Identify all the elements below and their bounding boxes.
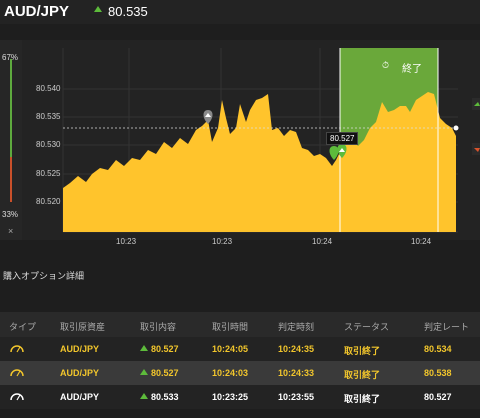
current-price: 80.535 bbox=[108, 4, 148, 19]
col-status: ステータス bbox=[344, 322, 390, 332]
col-content: 取引内容 bbox=[140, 322, 177, 332]
cell-content: 80.527 bbox=[140, 368, 179, 378]
cell-status: 取引終了 bbox=[344, 346, 381, 356]
col-judge: 判定時刻 bbox=[278, 322, 315, 332]
cell-content: 80.527 bbox=[140, 344, 179, 354]
asset-pair-title[interactable]: AUD/JPY bbox=[4, 3, 70, 20]
section-title: 購入オプション詳細 bbox=[3, 271, 85, 281]
col-asset: 取引原資産 bbox=[60, 322, 106, 332]
cell-time: 10:24:03 bbox=[212, 368, 249, 378]
sell-percentage: 33% bbox=[2, 210, 19, 219]
table-row[interactable]: AUD/JPY 80.533 10:23:25 10:23:55 取引終了 80… bbox=[0, 385, 480, 409]
cell-judge: 10:24:35 bbox=[278, 344, 315, 354]
x-tick: 10:24 bbox=[312, 237, 333, 246]
trade-marker-gray bbox=[203, 110, 213, 124]
gauge-icon bbox=[10, 369, 24, 377]
y-tick: 80.540 bbox=[36, 84, 61, 93]
price-area bbox=[63, 92, 456, 232]
cell-asset: AUD/JPY bbox=[60, 368, 100, 378]
cell-rate: 80.534 bbox=[424, 344, 452, 354]
y-tick: 80.535 bbox=[36, 112, 61, 121]
close-icon[interactable]: × bbox=[8, 226, 14, 236]
cell-time: 10:23:25 bbox=[212, 392, 249, 402]
col-time: 取引時間 bbox=[212, 322, 249, 332]
top-bar: AUD/JPY 80.535 bbox=[0, 0, 480, 24]
col-type: タイプ bbox=[9, 322, 37, 332]
trade-marker-green bbox=[329, 144, 347, 160]
current-price-dot bbox=[453, 125, 459, 131]
x-tick: 10:23 bbox=[116, 237, 137, 246]
x-tick: 10:23 bbox=[212, 237, 233, 246]
cell-content: 80.533 bbox=[140, 392, 179, 402]
entry-price-callout: 80.527 bbox=[326, 132, 359, 145]
timer-icon: ⏱ bbox=[382, 60, 390, 70]
cell-asset: AUD/JPY bbox=[60, 344, 100, 354]
sell-ratio-bar bbox=[10, 157, 12, 202]
cell-time: 10:24:05 bbox=[212, 344, 249, 354]
y-tick: 80.530 bbox=[36, 140, 61, 149]
table-row[interactable]: AUD/JPY 80.527 10:24:03 10:24:33 取引終了 80… bbox=[0, 361, 480, 385]
gauge-icon bbox=[10, 393, 24, 401]
y-tick: 80.525 bbox=[36, 169, 61, 178]
buy-ratio-bar bbox=[10, 59, 12, 157]
table-header: タイプ 取引原資産 取引内容 取引時間 判定時刻 ステータス 判定レート bbox=[0, 312, 480, 337]
cell-rate: 80.527 bbox=[424, 392, 452, 402]
cell-rate: 80.538 bbox=[424, 368, 452, 378]
x-tick: 10:24 bbox=[411, 237, 432, 246]
col-rate: 判定レート bbox=[424, 322, 470, 332]
cell-status: 取引終了 bbox=[344, 370, 381, 380]
cell-asset: AUD/JPY bbox=[60, 392, 100, 402]
buy-percentage: 67% bbox=[2, 53, 19, 62]
arrow-up-icon bbox=[94, 6, 102, 12]
table-row[interactable]: AUD/JPY 80.527 10:24:05 10:24:35 取引終了 80… bbox=[0, 337, 480, 361]
expiry-label: 終了 bbox=[402, 64, 422, 75]
cell-judge: 10:23:55 bbox=[278, 392, 315, 402]
y-tick: 80.520 bbox=[36, 197, 61, 206]
gauge-icon bbox=[10, 345, 24, 353]
cell-status: 取引終了 bbox=[344, 394, 381, 404]
cell-judge: 10:24:33 bbox=[278, 368, 315, 378]
